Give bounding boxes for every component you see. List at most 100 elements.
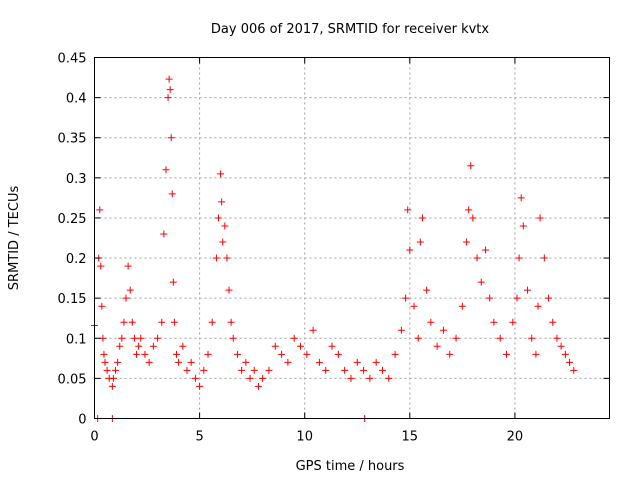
- data-point: [385, 374, 393, 382]
- data-point: [233, 350, 241, 358]
- data-point: [196, 382, 204, 390]
- data-point: [353, 358, 361, 366]
- data-point: [218, 198, 226, 206]
- data-point: [433, 342, 441, 350]
- data-point: [271, 342, 279, 350]
- data-point: [103, 366, 111, 374]
- data-point: [112, 366, 120, 374]
- data-point: [524, 286, 532, 294]
- data-point: [519, 222, 527, 230]
- data-point: [561, 350, 569, 358]
- x-tick-label: 10: [296, 430, 313, 445]
- data-point: [116, 342, 124, 350]
- data-point: [167, 134, 175, 142]
- data-point: [227, 318, 235, 326]
- data-point: [465, 206, 473, 214]
- y-tick-label: 0.45: [58, 52, 87, 67]
- data-point: [372, 358, 380, 366]
- data-point: [416, 238, 424, 246]
- data-point: [303, 350, 311, 358]
- y-tick-label: 0.3: [66, 172, 87, 187]
- data-point: [297, 342, 304, 350]
- data-point: [467, 162, 475, 170]
- data-point: [168, 190, 176, 198]
- data-point: [225, 286, 233, 294]
- data-point: [410, 302, 418, 310]
- data-point: [137, 334, 145, 342]
- data-point: [259, 374, 267, 382]
- data-point: [221, 222, 229, 230]
- data-point: [469, 214, 477, 222]
- data-point: [141, 350, 149, 358]
- data-point: [378, 366, 386, 374]
- data-point: [553, 334, 561, 342]
- y-tick-label: 0.2: [66, 252, 87, 267]
- y-tick-label: 0.15: [58, 292, 87, 307]
- data-point: [402, 294, 410, 302]
- data-point: [101, 358, 109, 366]
- data-point: [278, 350, 286, 358]
- data-point: [290, 334, 298, 342]
- data-point: [315, 358, 323, 366]
- data-point: [496, 334, 504, 342]
- data-point: [124, 262, 132, 270]
- data-point: [486, 294, 494, 302]
- data-point: [217, 170, 225, 178]
- data-point: [427, 318, 435, 326]
- data-point: [322, 366, 330, 374]
- data-point: [122, 294, 130, 302]
- data-point: [452, 334, 460, 342]
- data-point: [446, 350, 454, 358]
- data-series: [91, 75, 578, 422]
- data-point: [154, 334, 162, 342]
- data-point: [97, 262, 105, 270]
- data-point: [463, 238, 471, 246]
- data-point: [557, 342, 565, 350]
- x-tick-label: 5: [195, 430, 203, 445]
- y-tick-label: 0.25: [58, 212, 87, 227]
- data-point: [169, 278, 177, 286]
- data-point: [528, 334, 536, 342]
- data-point: [108, 382, 116, 390]
- data-point: [219, 238, 227, 246]
- data-point: [423, 286, 431, 294]
- data-point: [418, 214, 426, 222]
- data-point: [165, 75, 173, 83]
- x-tick-label: 20: [507, 430, 524, 445]
- data-point: [229, 334, 237, 342]
- data-point: [341, 366, 349, 374]
- y-tick-label: 0.35: [58, 132, 87, 147]
- data-point: [179, 342, 187, 350]
- data-point: [145, 358, 153, 366]
- data-point: [532, 350, 540, 358]
- data-point: [175, 358, 183, 366]
- data-point: [120, 318, 128, 326]
- data-point: [160, 230, 168, 238]
- data-point: [149, 342, 157, 350]
- data-point: [477, 278, 485, 286]
- data-point: [212, 254, 220, 262]
- data-point: [135, 342, 143, 350]
- data-point: [391, 350, 399, 358]
- data-point: [334, 350, 342, 358]
- data-point: [126, 286, 134, 294]
- data-point: [545, 294, 553, 302]
- data-point: [118, 334, 126, 342]
- data-point: [503, 350, 510, 358]
- data-point: [481, 246, 489, 254]
- data-point: [566, 358, 574, 366]
- data-point: [187, 358, 195, 366]
- data-point: [509, 318, 517, 326]
- grid-lines: [94, 57, 610, 419]
- data-point: [265, 366, 273, 374]
- data-point: [366, 374, 374, 382]
- data-point: [215, 214, 223, 222]
- x-axis-label: GPS time / hours: [296, 459, 405, 474]
- data-point: [158, 318, 166, 326]
- data-point: [204, 350, 212, 358]
- data-point: [473, 254, 481, 262]
- data-point: [254, 382, 262, 390]
- data-point: [284, 358, 292, 366]
